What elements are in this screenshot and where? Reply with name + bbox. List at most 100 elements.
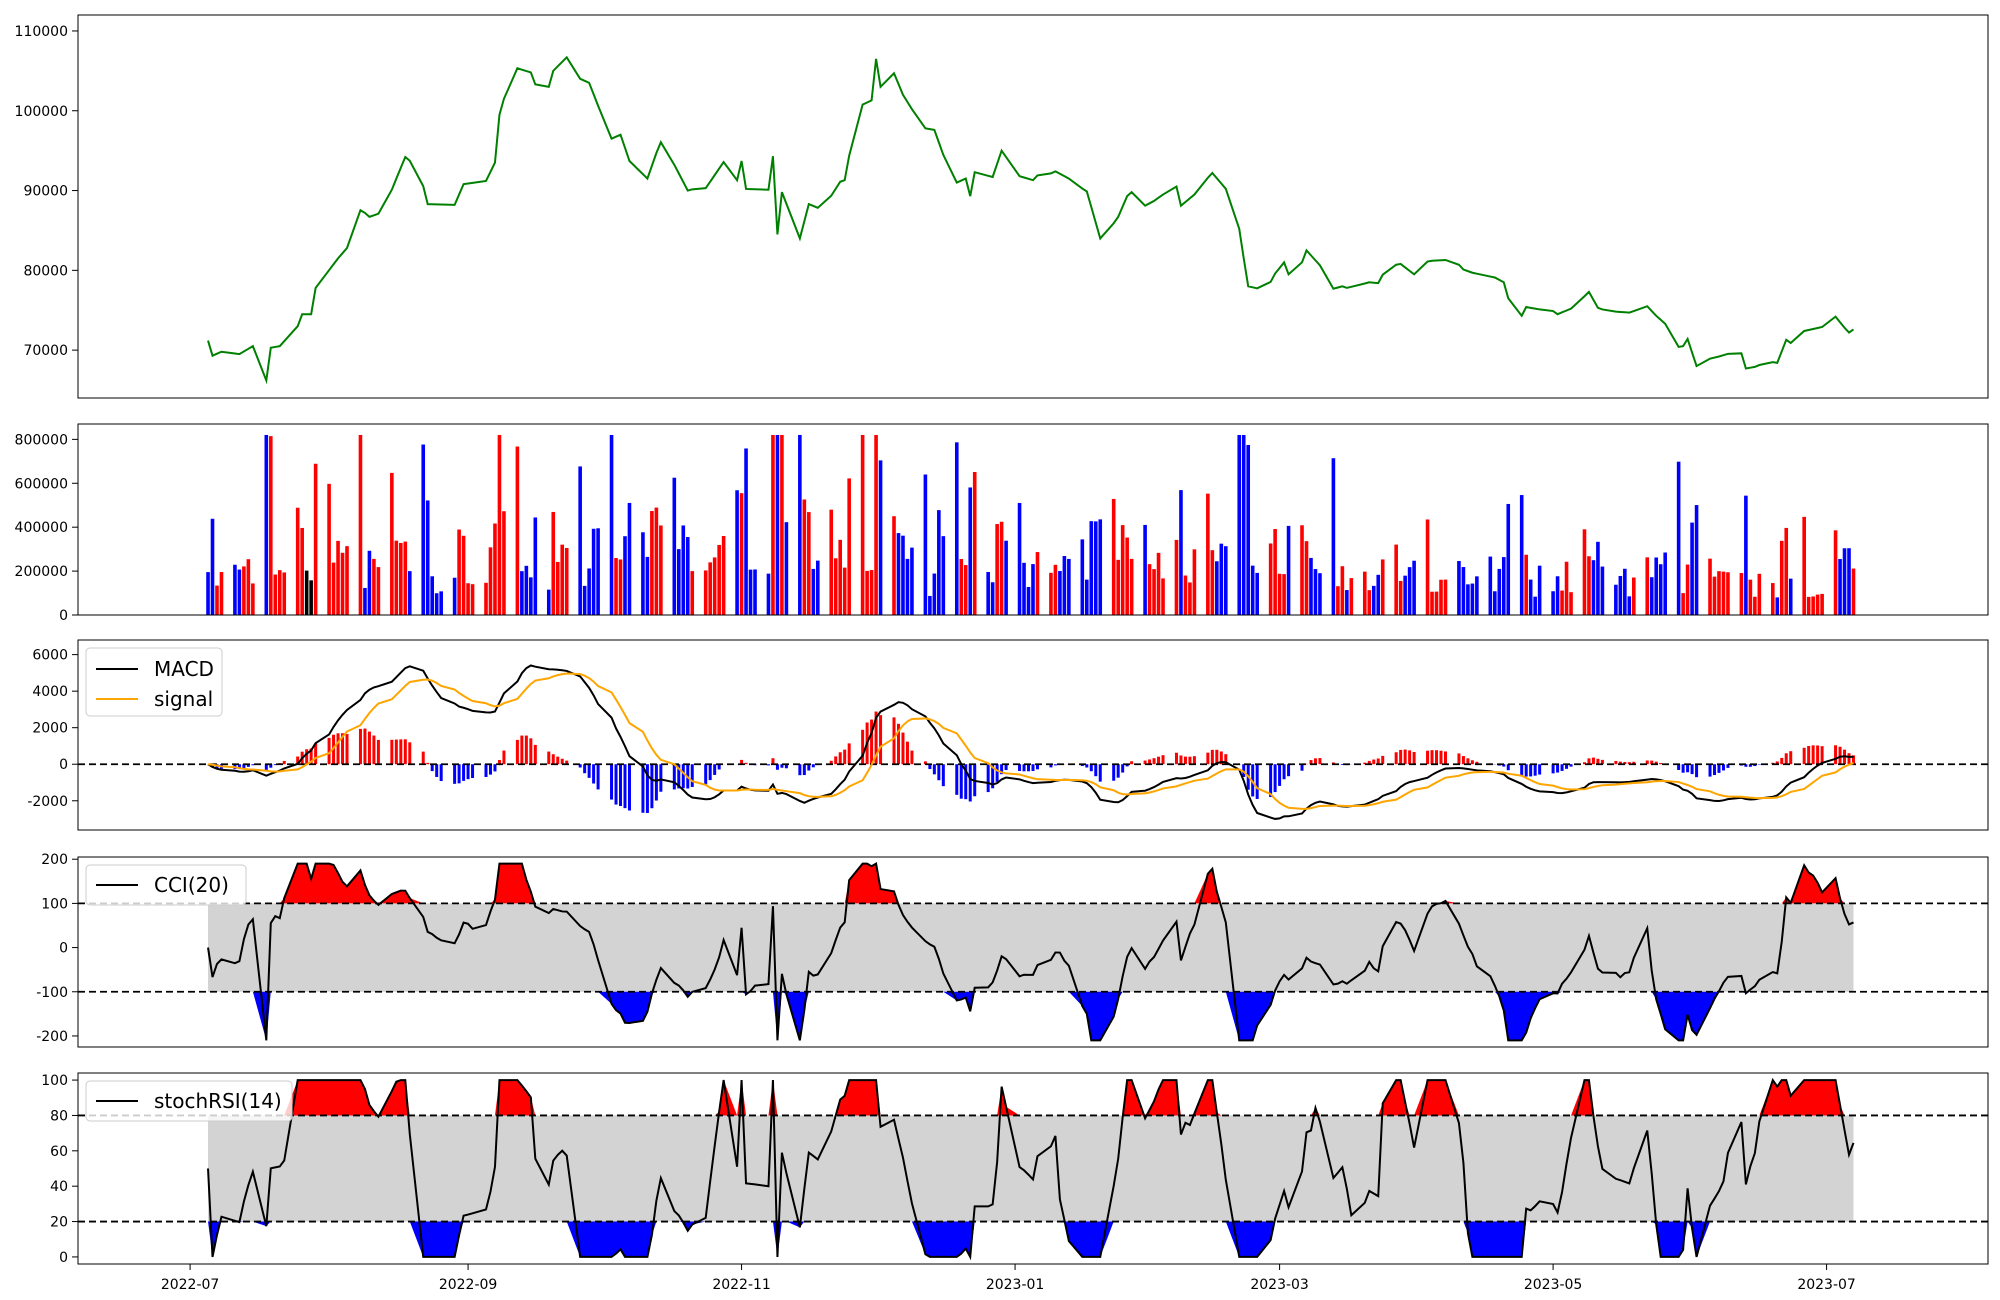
macd-hist-bar — [497, 759, 501, 765]
volume-bar — [1111, 498, 1116, 615]
macd-hist-bar — [1726, 764, 1730, 768]
volume-bar — [1268, 543, 1273, 615]
macd-hist-bar — [623, 764, 627, 809]
volume-bar — [1116, 559, 1120, 615]
macd-hist-bar — [619, 764, 623, 807]
macd-legend: MACD signal — [85, 647, 223, 717]
volume-bar — [1470, 583, 1475, 615]
macd-hist-bar — [1157, 756, 1161, 765]
volume-bar — [206, 572, 210, 615]
volume-bar — [1219, 543, 1224, 615]
macd-hist-bar — [453, 764, 457, 784]
volume-bar — [1555, 576, 1560, 615]
volume-bar — [1802, 516, 1806, 615]
volume-bar — [874, 434, 878, 615]
macd-hist-bar — [1098, 764, 1102, 782]
macd-hist-bar — [1219, 751, 1223, 765]
macd-hist-bar — [264, 764, 268, 772]
macd-hist-bar — [654, 764, 658, 801]
macd-hist-bar — [269, 764, 273, 768]
macd-hist-bar — [968, 764, 972, 802]
volume-bar — [1210, 550, 1215, 615]
macd-hist-bar — [1443, 751, 1447, 765]
macd-hist-bar — [780, 764, 784, 768]
volume-bar — [1838, 559, 1842, 615]
volume-bar — [1174, 539, 1179, 615]
stochrsi-ytick-label: 0 — [59, 1250, 68, 1266]
price-ytick-label: 100000 — [15, 104, 68, 120]
macd-hist-bar — [708, 764, 712, 781]
volume-bar — [681, 525, 686, 615]
macd-hist-bar — [843, 749, 847, 765]
macd-hist-bar — [314, 743, 318, 765]
volume-bar — [578, 466, 582, 615]
volume-bar — [587, 568, 591, 615]
macd-hist-bar — [565, 760, 569, 765]
volume-bar — [685, 537, 690, 615]
cci-ytick-label: 100 — [41, 896, 68, 912]
volume-bar — [376, 567, 381, 615]
volume-bar — [277, 570, 282, 615]
volume-bar — [1493, 591, 1497, 615]
macd-hist-bar — [1475, 761, 1479, 765]
volume-bar — [1443, 579, 1448, 615]
volume-bar — [1466, 584, 1470, 615]
price-frame — [77, 14, 1989, 399]
volume-bar — [1690, 522, 1694, 615]
volume-bar — [555, 561, 560, 615]
volume-bar — [1129, 558, 1134, 615]
volume-bar — [1618, 575, 1623, 615]
macd-hist-bar — [677, 764, 681, 789]
volume-bar — [1053, 564, 1058, 615]
volume-bar — [394, 540, 399, 615]
macd-hist-bar — [991, 764, 995, 789]
macd-hist-bar — [1802, 747, 1806, 765]
macd-hist-bar — [1775, 761, 1779, 765]
macd-hist-bar — [1210, 749, 1214, 765]
volume-bar — [784, 522, 789, 615]
macd-hist-bar — [910, 750, 914, 765]
macd-hist-bar — [372, 735, 376, 765]
volume-bar — [1425, 519, 1430, 615]
volume-bar — [905, 558, 910, 615]
volume-bar — [551, 511, 556, 615]
volume-bar — [295, 507, 300, 615]
macd-hist-bar — [861, 729, 865, 765]
volume-bar — [596, 528, 600, 615]
macd-hist-bar — [1121, 764, 1125, 773]
stochrsi-band — [208, 1115, 1854, 1222]
cci-legend: CCI(20) — [85, 864, 247, 906]
volume-bar — [430, 576, 435, 615]
volume-bar — [712, 557, 717, 615]
volume-bar — [860, 434, 865, 615]
macd-hist-bar — [892, 717, 896, 765]
stochrsi-frame — [77, 1072, 1989, 1265]
volume-bar — [1645, 557, 1650, 615]
macd-hist-bar — [1439, 750, 1443, 765]
macd-hist-bar — [986, 764, 990, 793]
macd-hist-bar — [592, 764, 596, 784]
volume-bar — [739, 493, 744, 615]
macd-hist-bar — [1309, 760, 1313, 765]
macd-hist-bar — [1717, 764, 1721, 773]
macd-hist-bar — [1300, 764, 1304, 771]
volume-bar — [1757, 573, 1762, 615]
signal-line — [207, 672, 1854, 810]
macd-hist-bar — [1502, 764, 1506, 767]
volume-bar — [1663, 552, 1667, 615]
macd-hist-bar — [1399, 749, 1403, 765]
volume-bar — [363, 587, 367, 615]
volume-bar — [233, 564, 237, 615]
volume-bar — [833, 558, 838, 615]
volume-bar — [896, 533, 901, 615]
price-ytick-label: 70000 — [23, 343, 68, 359]
volume-bar — [1806, 596, 1811, 615]
macd-hist-bar — [488, 764, 492, 775]
macd-hist-bar — [551, 754, 555, 765]
macd-hist-bar — [430, 764, 434, 772]
volume-bar — [1080, 539, 1085, 615]
volume-bar — [1004, 540, 1008, 615]
macd-hist-bar — [1820, 746, 1824, 765]
volume-bar — [1192, 549, 1197, 615]
